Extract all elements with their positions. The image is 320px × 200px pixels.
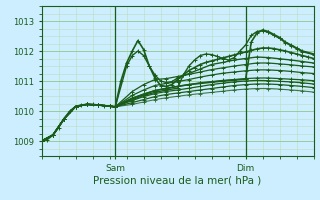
X-axis label: Pression niveau de la mer( hPa ): Pression niveau de la mer( hPa ) <box>93 175 262 185</box>
